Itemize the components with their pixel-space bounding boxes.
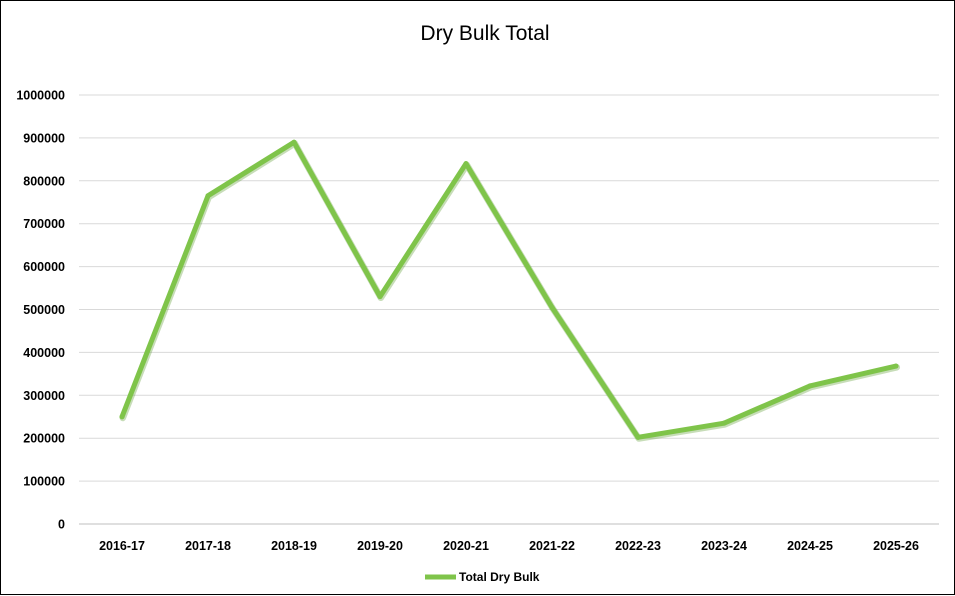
y-tick-label: 0 [58,518,65,532]
legend: Total Dry Bulk [425,570,540,584]
y-tick-label: 900000 [23,131,65,145]
x-tick-label: 2023-24 [701,539,747,553]
x-tick-label: 2019-20 [357,539,403,553]
y-tick-label: 600000 [23,260,65,274]
y-tick-label: 300000 [23,389,65,403]
x-tick-label: 2018-19 [271,539,317,553]
data-point [119,414,125,420]
data-point [635,434,641,440]
x-tick-label: 2024-25 [787,539,833,553]
data-point [549,304,555,310]
y-tick-label: 200000 [23,432,65,446]
data-point [893,363,899,369]
y-tick-label: 500000 [23,303,65,317]
series-line-shadow [119,140,901,442]
y-tick-label: 1000000 [16,89,65,103]
y-tick-label: 100000 [23,475,65,489]
y-axis-ticks: 0 100000 200000 300000 400000 500000 600000 700… [16,89,65,532]
y-tick-label: 700000 [23,217,65,231]
series-line [119,139,899,440]
x-axis-ticks: 2016-17 2017-18 2018-19 2019-20 2020-21 2021-… [99,539,919,553]
gridlines [79,94,939,525]
data-point [807,383,813,389]
chart-title: Dry Bulk Total [420,22,549,45]
x-tick-label: 2017-18 [185,539,231,553]
data-point [291,139,297,145]
x-tick-label: 2021-22 [529,539,575,553]
x-tick-label: 2020-21 [443,539,489,553]
x-tick-label: 2022-23 [615,539,661,553]
data-point [377,294,383,300]
y-tick-label: 800000 [23,174,65,188]
y-tick-label: 400000 [23,346,65,360]
data-point [205,193,211,199]
data-point [721,420,727,426]
data-point [463,161,469,167]
series-lines [119,139,901,442]
x-tick-label: 2025-26 [873,539,919,553]
x-tick-label: 2016-17 [99,539,145,553]
legend-label: Total Dry Bulk [459,570,540,584]
